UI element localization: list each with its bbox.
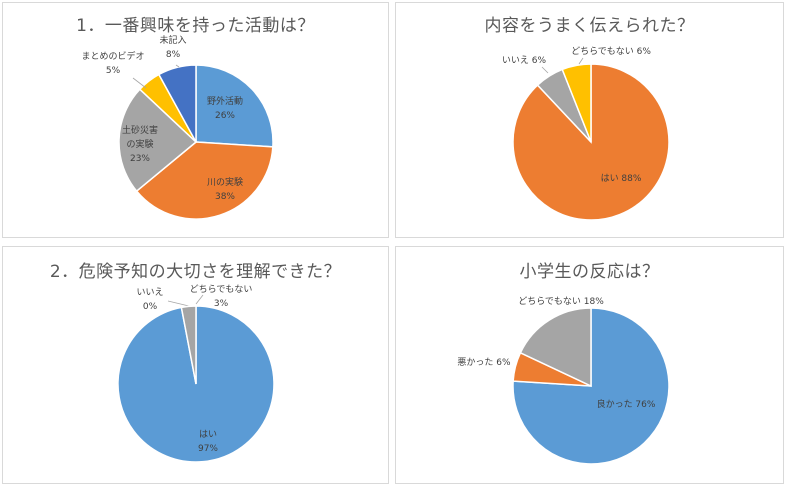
leader-line	[195, 294, 204, 305]
chart-panel-activity: 1．一番興味を持った活動は？ 野外活動 26% 川の実験 38% 土砂災害の実験 23% ま…	[2, 2, 389, 238]
pie-slice-0	[195, 64, 274, 148]
chart-title: 小学生の反応は？	[519, 262, 660, 282]
data-label: まとめのビデオ	[81, 50, 144, 62]
pie-slice-1	[135, 141, 274, 220]
data-label: 38%	[215, 192, 235, 202]
leader-line	[541, 66, 549, 74]
pie-slice-2	[519, 307, 592, 388]
pie-chart-reaction: 良かった 76% 悪かった 6% どちらでもない 18%	[457, 296, 670, 465]
pie-slice-2	[561, 63, 592, 143]
chart-title: 内容をうまく伝えられた？	[484, 16, 695, 36]
data-label: 野外活動	[207, 95, 243, 107]
data-label: 良かった 76%	[597, 398, 656, 410]
leader-line	[578, 57, 584, 65]
data-label: 土砂災害	[122, 124, 158, 136]
chart-panel-communication: 内容をうまく伝えられた？ はい 88% いいえ 6% どちらでもない 6%	[395, 2, 784, 238]
chart-panel-reaction: 小学生の反応は？ 良かった 76% 悪かった 6% どちらでもない 18%	[395, 246, 784, 484]
chart-title: 1．一番興味を持った活動は？	[76, 16, 315, 36]
data-label: どちらでもない	[190, 284, 253, 295]
data-label: いいえ	[136, 287, 163, 298]
data-label: 97%	[198, 444, 218, 454]
data-label: 未記入	[159, 34, 186, 46]
leader-line	[132, 77, 147, 89]
data-label: いいえ 6%	[502, 55, 547, 66]
data-label: 8%	[166, 50, 181, 60]
pie-slice-2	[180, 305, 197, 385]
data-label: どちらでもない 6%	[571, 46, 651, 57]
pie-chart-communication: はい 88% いいえ 6% どちらでもない 6%	[502, 46, 670, 221]
data-label: 26%	[215, 111, 235, 121]
data-label: どちらでもない 18%	[518, 296, 604, 307]
data-label: 3%	[214, 299, 229, 309]
data-label: はい 88%	[601, 173, 642, 184]
leader-line	[175, 64, 180, 68]
data-label: 23%	[130, 154, 150, 164]
pie-slice-2	[118, 88, 198, 193]
data-label: 0%	[143, 302, 158, 312]
data-label: 悪かった 6%	[457, 357, 511, 368]
data-label: 5%	[106, 66, 121, 76]
pie-chart-danger: はい 97% いいえ 0% どちらでもない 3%	[117, 284, 275, 463]
data-label: 川の実験	[207, 176, 243, 188]
chart-panel-danger: 2．危険予知の大切さを理解できた？ はい 97% いいえ 0% どちらでもない 3%	[2, 246, 389, 484]
pie-slice-4	[157, 64, 197, 143]
data-label: の実験	[126, 138, 153, 150]
data-label: はい	[199, 429, 217, 440]
chart-title: 2．危険予知の大切さを理解できた？	[49, 262, 342, 282]
